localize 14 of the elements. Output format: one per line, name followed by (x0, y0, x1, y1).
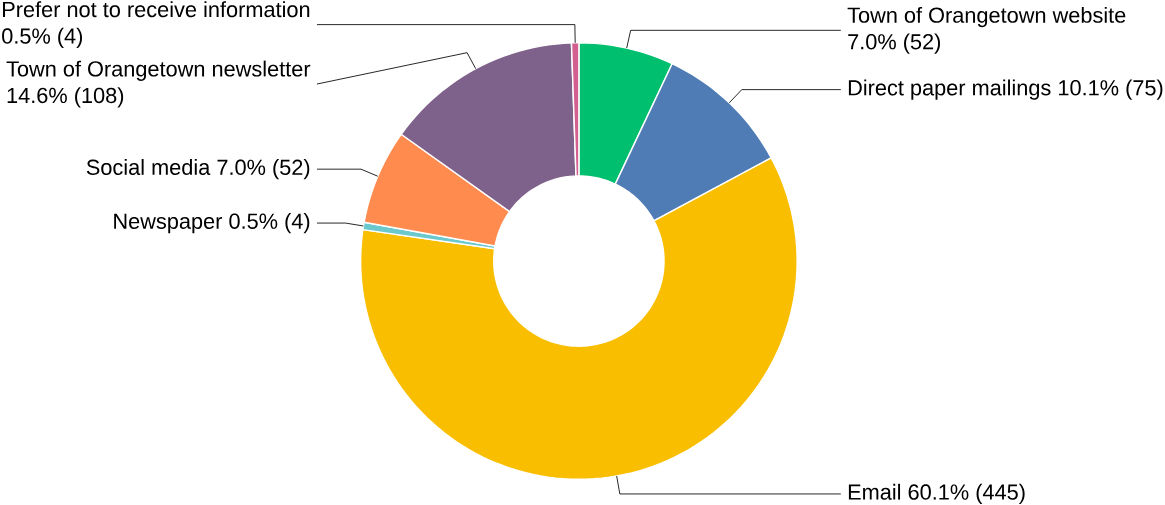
slice-label: Town of Orangetown newsletter (6, 60, 311, 81)
data-label: 7.0% (52) (217, 158, 310, 180)
slice-label: Direct paper mailings (848, 79, 1051, 100)
slice-label: Prefer not to receive information (3, 1, 310, 18)
slice-label: Newspaper (114, 213, 223, 234)
data-label: 14.6% (108) (7, 87, 124, 108)
data-label: 60.1% (445) (908, 483, 1025, 504)
data-label: 7.0% (52) (848, 33, 941, 54)
slice-label: Social media (86, 158, 211, 175)
slice-label: Town of Orangetown website (847, 6, 1126, 28)
data-label: 0.5% (4) (229, 212, 310, 234)
data-label: 10.1% (75) (1059, 79, 1163, 100)
data-label: 0.5% (4) (2, 27, 83, 48)
slice-label: Email (848, 483, 901, 500)
